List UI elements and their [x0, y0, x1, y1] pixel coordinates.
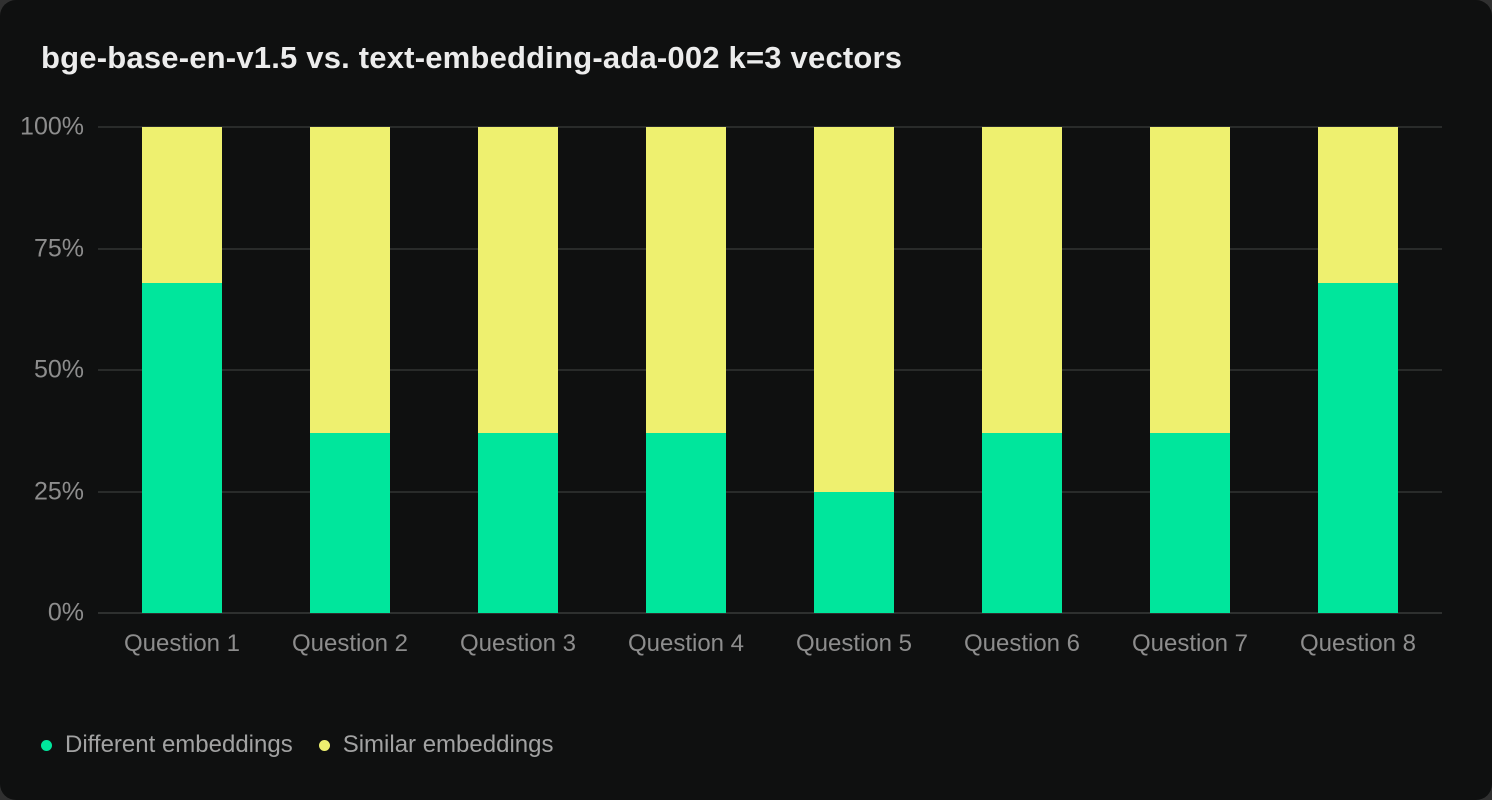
bar-segment-similar — [982, 127, 1062, 434]
bar-slot — [938, 127, 1106, 613]
y-tick-label: 75% — [33, 234, 84, 262]
bars-row — [98, 127, 1442, 613]
bar-slot — [434, 127, 602, 613]
stacked-bar — [478, 127, 558, 613]
gridline — [98, 247, 1442, 250]
bar-segment-different — [1318, 282, 1398, 613]
y-tick-label: 50% — [33, 355, 84, 384]
stacked-bar — [814, 127, 894, 613]
x-tick-label: Question 4 — [627, 630, 745, 657]
bar-slot — [266, 127, 434, 613]
legend-item-different: Different embeddings — [41, 731, 293, 759]
stacked-bar — [1150, 127, 1230, 613]
x-tick-label: Question 1 — [123, 630, 241, 657]
bar-segment-different — [814, 491, 894, 613]
bar-slot — [770, 127, 938, 613]
chart-title: bge-base-en-v1.5 vs. text-embedding-ada-… — [41, 40, 903, 75]
bar-slot — [1274, 127, 1442, 613]
x-tick-label: Question 3 — [459, 630, 577, 657]
stacked-bar — [646, 127, 726, 613]
bar-segment-similar — [1150, 127, 1230, 434]
legend: Different embeddings Similar embeddings — [41, 731, 553, 759]
y-tick-label: 100% — [20, 112, 84, 141]
legend-item-similar: Similar embeddings — [318, 731, 554, 759]
gridline — [98, 126, 1442, 128]
bar-segment-similar — [478, 127, 558, 434]
bar-segment-different — [142, 282, 222, 613]
x-axis-line — [98, 612, 1442, 614]
bar-slot — [602, 127, 770, 613]
x-tick-label: Question 8 — [1299, 630, 1417, 657]
gridline — [98, 369, 1442, 371]
stacked-bar — [142, 127, 222, 613]
x-tick-label: Question 7 — [1131, 630, 1249, 657]
x-tick-label: Question 5 — [795, 630, 913, 657]
legend-dot-different-icon — [41, 739, 52, 751]
y-tick-label: 0% — [47, 598, 84, 627]
bar-segment-different — [478, 433, 558, 613]
bar-slot — [98, 127, 266, 613]
gridline — [98, 490, 1442, 493]
bar-segment-different — [646, 433, 726, 613]
legend-dot-similar-icon — [318, 739, 330, 751]
stacked-bar — [1318, 127, 1398, 613]
plot-area: 0% 25% 50% 75% 100% — [20, 113, 1442, 627]
legend-label-different: Different embeddings — [65, 731, 293, 758]
x-tick-label: Question 2 — [291, 630, 409, 657]
bar-segment-similar — [646, 127, 726, 434]
bar-slot — [1106, 127, 1274, 613]
x-labels-row: Question 1 Question 2 Question 3 Question 4… — [98, 630, 1442, 658]
bar-segment-different — [982, 433, 1062, 613]
y-tick-label: 25% — [33, 477, 84, 505]
bar-segment-similar — [142, 127, 222, 283]
gridlines: 0% 25% 50% 75% 100% — [20, 113, 1442, 627]
bar-segment-similar — [1318, 127, 1398, 283]
bar-segment-different — [310, 433, 390, 613]
legend-label-similar: Similar embeddings — [342, 731, 554, 758]
bar-segment-similar — [310, 127, 390, 434]
stacked-bar — [310, 127, 390, 613]
x-tick-label: Question 6 — [963, 630, 1081, 657]
bar-segment-similar — [814, 127, 894, 492]
stacked-bar — [982, 127, 1062, 613]
bar-segment-different — [1150, 433, 1230, 613]
